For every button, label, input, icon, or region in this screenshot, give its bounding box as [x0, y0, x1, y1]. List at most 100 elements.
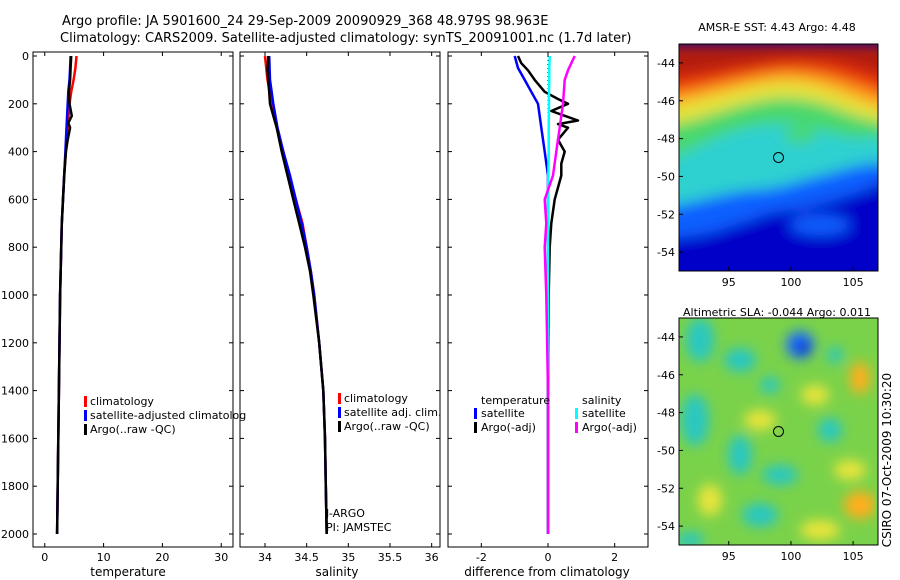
legend-swatch-temp-satellite	[474, 408, 477, 419]
sst-map-panel: AMSR-E SST: 4.43 Argo: 4.48 95 100 105 -44 -…	[657, 21, 879, 289]
x-tick-label: 36	[425, 551, 439, 564]
x-tick-label: 30	[214, 551, 228, 564]
x-tick-label: 0	[41, 551, 48, 564]
y-tick-label: 1400	[1, 385, 29, 398]
legend-swatch-argo	[84, 424, 87, 435]
legend-header-salinity: salinity	[582, 394, 622, 407]
legend-swatch-climatology	[84, 396, 87, 407]
sst-map-axes: 95 100 105 -44 -46 -48 -50 -52 -54	[657, 57, 864, 289]
legend-label-argo: Argo(..raw -QC)	[90, 423, 176, 436]
map-x-tick-label: 105	[843, 550, 864, 563]
series-line-argo	[55, 55, 74, 535]
x-tick-label: -2	[476, 551, 487, 564]
sla-map-panel: Altimetric SLA: -0.044 Argo: 0.011	[657, 306, 879, 563]
map-x-tick-label: 95	[722, 276, 736, 289]
legend-header-temperature: temperature	[481, 394, 550, 407]
x-tick-label: 0	[545, 551, 552, 564]
sst-map-title: AMSR-E SST: 4.43 Argo: 4.48	[698, 21, 856, 34]
difference-lines	[513, 55, 580, 534]
y-tick-label: 1000	[1, 289, 29, 302]
figure-title-line2: Climatology: CARS2009. Satellite-adjuste…	[60, 31, 632, 46]
map-y-tick-label: -52	[657, 482, 675, 495]
series-line-salinity-argo-adj-	[543, 55, 576, 534]
salinity-legend: climatology satellite adj. clim. Argo(..…	[338, 392, 441, 433]
map-x-tick-label: 105	[843, 276, 864, 289]
x-tick-label: 35.5	[378, 551, 403, 564]
temperature-panel: 0 200 400 600 800 1000 1200 1400 1600 1800 2000 0 1…	[1, 50, 246, 579]
temperature-axes-frame	[32, 51, 234, 548]
sla-map-frame	[678, 317, 879, 546]
map-y-tick-label: -50	[657, 170, 675, 183]
temperature-xlabel: temperature	[90, 565, 165, 579]
map-y-tick-label: -44	[657, 57, 675, 70]
argo-location-marker	[773, 426, 784, 437]
difference-panel: -2 0 2 difference from climatology tempera…	[447, 51, 649, 579]
map-y-tick-label: -50	[657, 444, 675, 457]
legend-label-sal-argo: Argo(-adj)	[582, 421, 637, 434]
temperature-lines	[55, 55, 78, 535]
temperature-x-axis: 0 10 20 30	[41, 52, 228, 564]
legend-label-climatology: climatology	[344, 392, 408, 405]
legend-label-satellite: satellite-adjusted climatolog	[90, 409, 246, 422]
x-tick-label: 2	[611, 551, 618, 564]
annotation-pi: PI: JAMSTEC	[326, 521, 392, 534]
sst-map-frame	[678, 43, 879, 272]
series-line-climatology	[263, 55, 328, 535]
y-tick-label: 800	[8, 241, 29, 254]
y-tick-label: 600	[8, 193, 29, 206]
difference-xlabel: difference from climatology	[464, 565, 630, 579]
salinity-lines	[263, 55, 328, 535]
y-tick-label: 2000	[1, 528, 29, 541]
x-tick-label: 35	[341, 551, 355, 564]
y-tick-label: 0	[22, 50, 29, 63]
legend-swatch-argo	[338, 421, 341, 432]
salinity-axes-frame	[239, 51, 441, 548]
side-timestamp-label: CSIRO 07-Oct-2009 10:30:20	[880, 373, 894, 547]
legend-swatch-satellite	[84, 410, 87, 421]
salinity-panel: 34 34.5 35 35.5 36 salinity climatology sate…	[239, 51, 441, 579]
legend-label-climatology: climatology	[90, 395, 154, 408]
legend-swatch-temp-argo	[474, 422, 477, 433]
legend-swatch-sal-argo	[575, 422, 578, 433]
legend-swatch-sal-satellite	[575, 408, 578, 419]
series-line-argo	[266, 55, 328, 535]
map-y-tick-label: -46	[657, 369, 675, 382]
map-x-tick-label: 100	[780, 276, 801, 289]
y-tick-label: 200	[8, 98, 29, 111]
y-tick-label: 1600	[1, 432, 29, 445]
series-line-temperature-satellite	[513, 55, 550, 534]
difference-legend: temperature salinity satellite Argo(-adj…	[474, 394, 637, 434]
salinity-xlabel: salinity	[315, 565, 358, 579]
map-y-tick-label: -48	[657, 133, 675, 146]
legend-label-sal-satellite: satellite	[582, 407, 626, 420]
salinity-y-ticks	[240, 55, 440, 535]
sla-heatmap	[679, 318, 878, 545]
y-tick-label: 400	[8, 146, 29, 159]
map-y-tick-label: -46	[657, 95, 675, 108]
y-tick-label: 1200	[1, 337, 29, 350]
map-y-tick-label: -54	[657, 246, 675, 259]
sst-heatmap	[679, 44, 878, 271]
y-tick-label: 1800	[1, 480, 29, 493]
figure-title-line1: Argo profile: JA 5901600_24 29-Sep-2009 …	[62, 14, 548, 29]
map-y-tick-label: -48	[657, 407, 675, 420]
sla-map-title: Altimetric SLA: -0.044 Argo: 0.011	[683, 306, 871, 319]
legend-label-temp-satellite: satellite	[481, 407, 525, 420]
legend-swatch-satellite	[338, 407, 341, 418]
argo-location-marker	[773, 152, 784, 163]
difference-x-axis: -2 0 2	[476, 52, 618, 564]
depth-axis: 0 200 400 600 800 1000 1200 1400 1600 1800 2000	[1, 50, 233, 541]
series-line-temperature-argo-adj-	[516, 55, 580, 534]
map-y-tick-label: -52	[657, 208, 675, 221]
temperature-legend: climatology satellite-adjusted climatolo…	[84, 395, 246, 436]
salinity-x-axis: 34 34.5 35 35.5 36	[258, 52, 439, 564]
map-x-tick-label: 95	[722, 550, 736, 563]
map-y-tick-label: -44	[657, 331, 675, 344]
x-tick-label: 34.5	[294, 551, 319, 564]
x-tick-label: 34	[258, 551, 272, 564]
x-tick-label: 10	[97, 551, 111, 564]
legend-label-temp-argo: Argo(-adj)	[481, 421, 536, 434]
legend-swatch-climatology	[338, 393, 341, 404]
sla-map-axes: 95 100 105 -44 -46 -48 -50 -52 -54	[657, 331, 864, 563]
